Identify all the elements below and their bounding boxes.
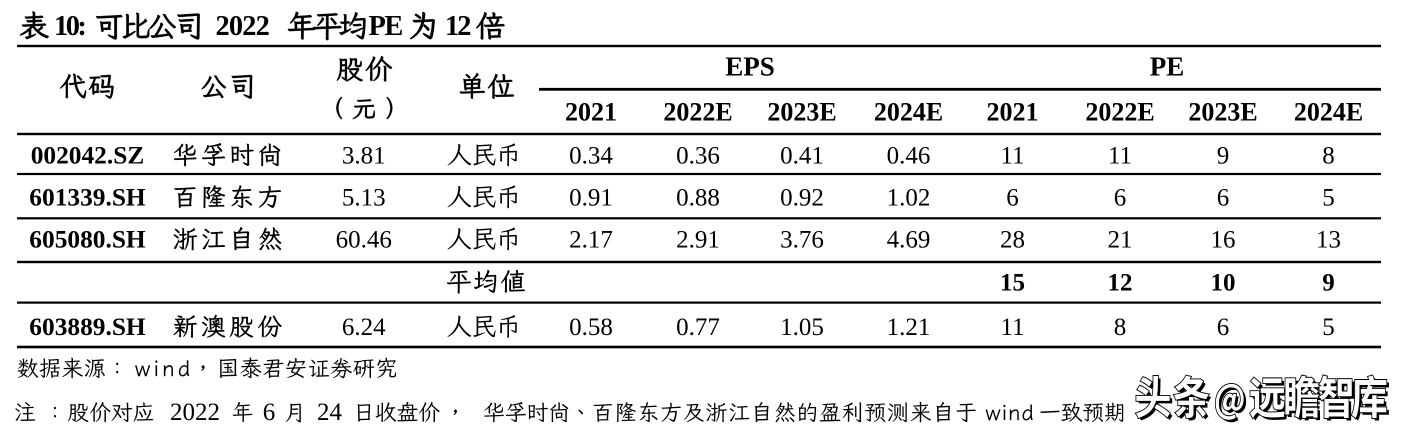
svg-text:5.13: 5.13 <box>342 185 386 212</box>
svg-text:0.58: 0.58 <box>569 314 613 341</box>
svg-text:3.81: 3.81 <box>342 143 386 170</box>
svg-text:2024E: 2024E <box>874 98 943 127</box>
svg-text:6.24: 6.24 <box>342 314 386 341</box>
svg-text:0.46: 0.46 <box>887 143 931 170</box>
svg-text:PE: PE <box>1150 52 1185 82</box>
svg-text:2021: 2021 <box>565 98 617 127</box>
svg-text:EPS: EPS <box>725 52 775 82</box>
svg-text:2022: 2022 <box>170 399 220 426</box>
svg-text:6: 6 <box>1217 185 1230 212</box>
svg-text:6: 6 <box>1006 185 1019 212</box>
svg-text:0.88: 0.88 <box>676 185 720 212</box>
svg-text:2023E: 2023E <box>767 98 836 127</box>
svg-text:12: 12 <box>1108 270 1133 297</box>
svg-text:6: 6 <box>1217 314 1230 341</box>
svg-text:0.77: 0.77 <box>676 314 720 341</box>
svg-text:2022E: 2022E <box>663 98 732 127</box>
svg-text:2022E: 2022E <box>1085 98 1154 127</box>
svg-text:24: 24 <box>317 399 343 426</box>
svg-text:10: 10 <box>1211 270 1236 297</box>
svg-text:6: 6 <box>1114 185 1127 212</box>
svg-text:8: 8 <box>1322 143 1335 170</box>
svg-text:11: 11 <box>1108 143 1132 170</box>
svg-text:0.91: 0.91 <box>569 185 613 212</box>
svg-text:15: 15 <box>1000 270 1025 297</box>
svg-text:3.76: 3.76 <box>780 227 824 254</box>
svg-text:9: 9 <box>1217 143 1230 170</box>
svg-text:0.41: 0.41 <box>780 143 824 170</box>
svg-text:8: 8 <box>1114 314 1127 341</box>
svg-text:21: 21 <box>1108 227 1133 254</box>
svg-text:1.02: 1.02 <box>887 185 931 212</box>
svg-text:13: 13 <box>1316 227 1341 254</box>
svg-text:2022: 2022 <box>216 11 270 42</box>
svg-text:5: 5 <box>1322 185 1335 212</box>
svg-text:28: 28 <box>1000 227 1025 254</box>
svg-text:0.36: 0.36 <box>676 143 720 170</box>
svg-text:2021: 2021 <box>987 98 1039 127</box>
svg-text:11: 11 <box>1000 314 1024 341</box>
svg-text:605080.SH: 605080.SH <box>29 226 146 254</box>
svg-text:2023E: 2023E <box>1188 98 1257 127</box>
svg-text:603889.SH: 603889.SH <box>29 313 146 341</box>
svg-text:9: 9 <box>1322 270 1335 297</box>
svg-text:002042.SZ: 002042.SZ <box>31 142 145 170</box>
svg-text:1.05: 1.05 <box>780 314 824 341</box>
svg-text:PE: PE <box>369 11 403 42</box>
svg-text:2.91: 2.91 <box>676 227 720 254</box>
svg-text:0.34: 0.34 <box>569 143 613 170</box>
svg-text:4.69: 4.69 <box>887 227 931 254</box>
svg-text:11: 11 <box>1000 143 1024 170</box>
svg-text:60.46: 60.46 <box>336 227 392 254</box>
svg-text:0.92: 0.92 <box>780 185 824 212</box>
svg-text:601339.SH: 601339.SH <box>29 184 146 212</box>
svg-text:1.21: 1.21 <box>887 314 931 341</box>
svg-text:2024E: 2024E <box>1294 98 1363 127</box>
svg-text:16: 16 <box>1211 227 1236 254</box>
svg-text:6: 6 <box>263 399 276 426</box>
svg-text:2.17: 2.17 <box>569 227 613 254</box>
svg-text:10:: 10: <box>54 11 84 42</box>
svg-text:12: 12 <box>445 11 470 42</box>
svg-text:5: 5 <box>1322 314 1335 341</box>
